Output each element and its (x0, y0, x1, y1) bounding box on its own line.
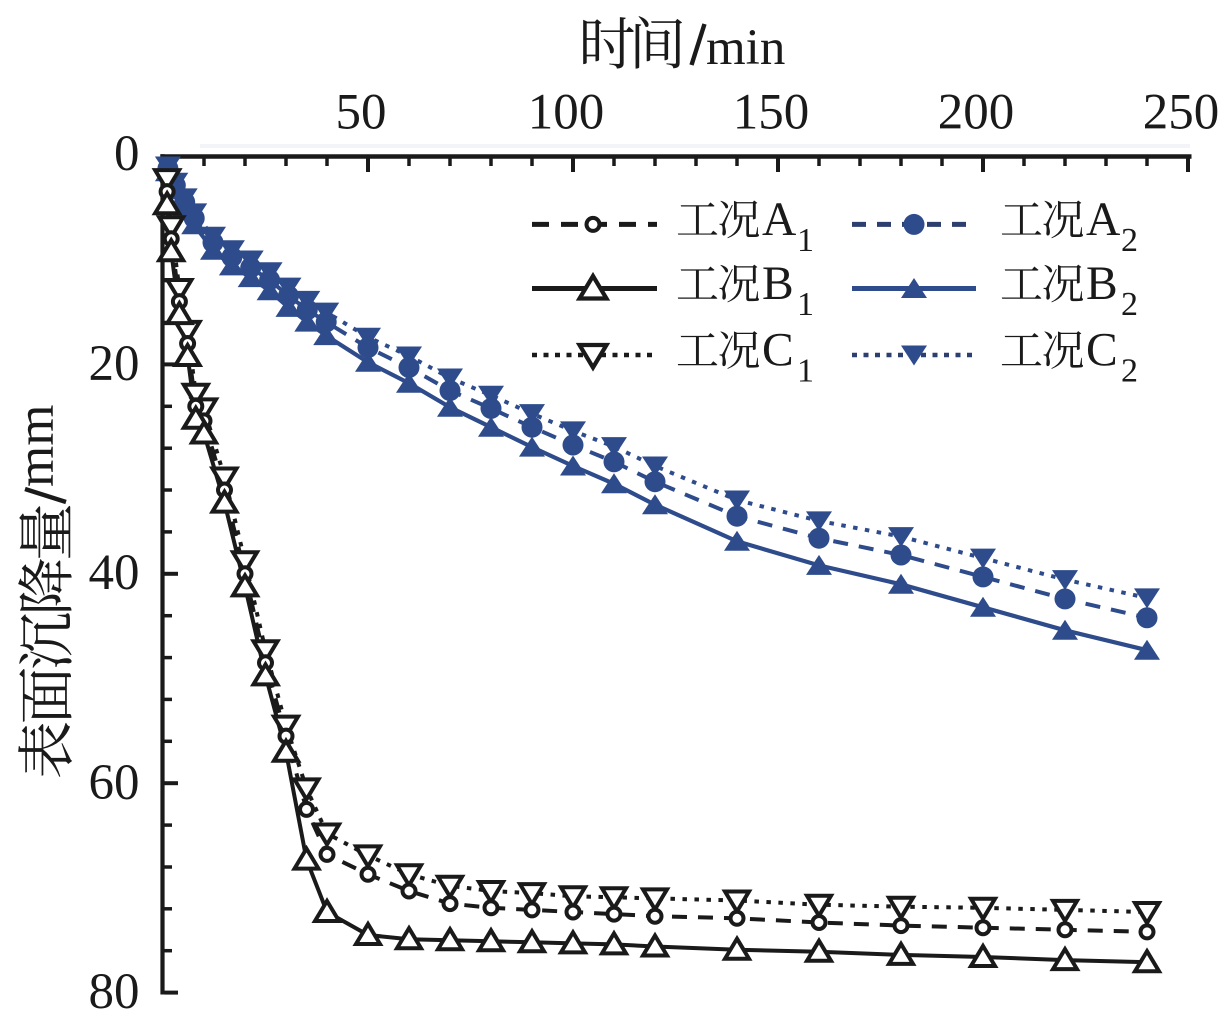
svg-text:60: 60 (89, 755, 140, 811)
svg-text:2: 2 (1121, 353, 1138, 390)
svg-text:B: B (762, 258, 794, 310)
svg-text:2: 2 (1121, 222, 1138, 259)
svg-text:40: 40 (89, 545, 140, 601)
svg-text:C: C (762, 325, 794, 377)
svg-text:20: 20 (89, 336, 140, 392)
svg-text:50: 50 (336, 85, 387, 141)
svg-text:100: 100 (528, 85, 605, 141)
svg-text:150: 150 (733, 85, 810, 141)
svg-text:1: 1 (797, 353, 814, 390)
svg-text:0: 0 (114, 126, 140, 182)
svg-text:mm: mm (7, 405, 65, 487)
svg-text:250: 250 (1143, 85, 1220, 141)
svg-text:200: 200 (938, 85, 1015, 141)
svg-text:B: B (1086, 258, 1118, 310)
svg-text:A: A (762, 194, 796, 246)
svg-text:80: 80 (89, 964, 140, 1020)
svg-text:1: 1 (797, 286, 814, 323)
svg-text:C: C (1086, 325, 1118, 377)
svg-text:1: 1 (797, 222, 814, 259)
svg-text:A: A (1086, 194, 1120, 246)
svg-text:min: min (706, 20, 785, 76)
svg-text:2: 2 (1121, 286, 1138, 323)
